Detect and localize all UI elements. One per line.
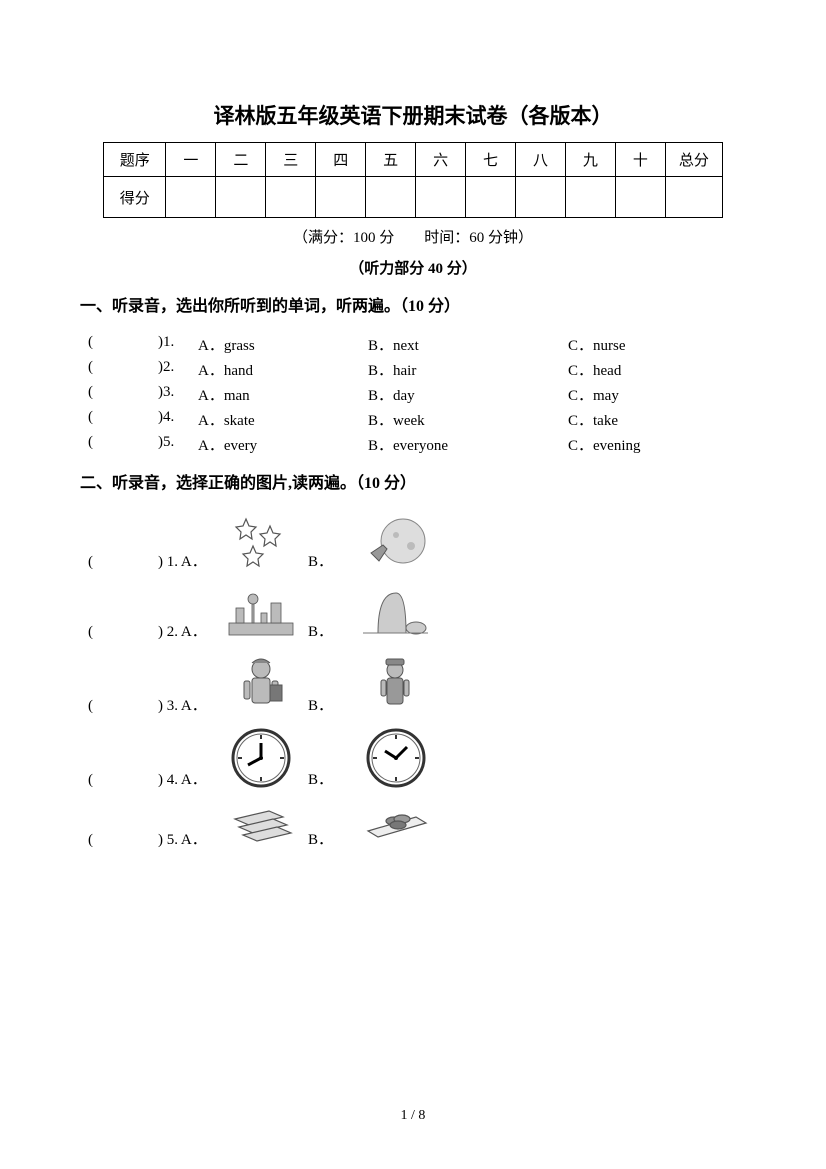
picture-question-row: ( ) 4. A． B． — [88, 727, 746, 789]
choice-a: A．hand — [198, 359, 368, 380]
choice-b: B．hair — [368, 359, 568, 380]
firewood-board-icon — [348, 801, 443, 849]
choice-b-label: B． — [308, 768, 348, 789]
choice-a-label: ) 4. A． — [158, 768, 213, 789]
building-dome-icon — [348, 583, 443, 641]
score-cell — [466, 177, 516, 218]
col-header: 一 — [166, 143, 216, 177]
listening-section-header: （听力部分 40 分） — [80, 257, 746, 278]
question-number: )5. — [158, 434, 198, 455]
table-row: 得分 — [104, 177, 723, 218]
moon-rocket-icon — [348, 513, 443, 571]
choice-a-label: ) 3. A． — [158, 694, 213, 715]
choice-a: A．man — [198, 384, 368, 405]
score-cell — [615, 177, 665, 218]
choice-c: C．may — [568, 384, 746, 405]
answer-bracket: ( — [88, 409, 158, 430]
notebooks-icon — [213, 801, 308, 849]
section-1-heading: 一、听录音，选出你所听到的单词，听两遍。（10 分） — [80, 292, 746, 316]
table-row: 题序 一 二 三 四 五 六 七 八 九 十 总分 — [104, 143, 723, 177]
choice-c: C．take — [568, 409, 746, 430]
choice-c: C．nurse — [568, 334, 746, 355]
col-header: 四 — [316, 143, 366, 177]
total-header: 总分 — [665, 143, 722, 177]
question-number: )4. — [158, 409, 198, 430]
question-number: )1. — [158, 334, 198, 355]
choice-c: C．evening — [568, 434, 746, 455]
section-2-heading: 二、听录音，选择正确的图片,读两遍。（10 分） — [80, 469, 746, 493]
choice-c: C．head — [568, 359, 746, 380]
picture-question-row: ( ) 2. A． B． — [88, 583, 746, 641]
score-cell — [665, 177, 722, 218]
score-cell — [565, 177, 615, 218]
question-row: ( )1. A．grass B．next C．nurse — [88, 334, 746, 355]
question-row: ( )5. A．every B．everyone C．evening — [88, 434, 746, 455]
exam-info-line: （满分：100 分 时间：60 分钟） — [80, 226, 746, 247]
score-cell — [516, 177, 566, 218]
col-header: 九 — [565, 143, 615, 177]
police-officer-icon — [348, 653, 443, 715]
score-table: 题序 一 二 三 四 五 六 七 八 九 十 总分 得分 — [103, 142, 723, 218]
mechanic-icon — [213, 653, 308, 715]
score-cell — [366, 177, 416, 218]
city-skyline-icon — [213, 583, 308, 641]
choice-b-label: B． — [308, 550, 348, 571]
picture-question-row: ( ) 1. A． B． — [88, 511, 746, 571]
score-cell — [166, 177, 216, 218]
answer-bracket: ( — [88, 698, 158, 715]
row-header-cell: 得分 — [104, 177, 166, 218]
col-header: 十 — [615, 143, 665, 177]
page-number: 1 / 8 — [0, 1108, 826, 1124]
score-cell — [216, 177, 266, 218]
answer-bracket: ( — [88, 554, 158, 571]
col-header: 八 — [516, 143, 566, 177]
question-number: )2. — [158, 359, 198, 380]
question-row: ( )4. A．skate B．week C．take — [88, 409, 746, 430]
choice-b-label: B． — [308, 620, 348, 641]
choice-b-label: B． — [308, 694, 348, 715]
choice-a-label: ) 2. A． — [158, 620, 213, 641]
score-cell — [416, 177, 466, 218]
col-header: 七 — [466, 143, 516, 177]
answer-bracket: ( — [88, 624, 158, 641]
answer-bracket: ( — [88, 832, 158, 849]
col-header: 二 — [216, 143, 266, 177]
score-cell — [266, 177, 316, 218]
answer-bracket: ( — [88, 434, 158, 455]
section-2-questions: ( ) 1. A． B． — [88, 511, 746, 849]
choice-b: B．day — [368, 384, 568, 405]
answer-bracket: ( — [88, 359, 158, 380]
choice-a-label: ) 5. A． — [158, 828, 213, 849]
question-number: )3. — [158, 384, 198, 405]
question-row: ( )2. A．hand B．hair C．head — [88, 359, 746, 380]
stars-icon — [213, 511, 308, 571]
answer-bracket: ( — [88, 772, 158, 789]
section-1-questions: ( )1. A．grass B．next C．nurse ( )2. A．han… — [88, 334, 746, 455]
col-header: 三 — [266, 143, 316, 177]
choice-b-label: B． — [308, 828, 348, 849]
answer-bracket: ( — [88, 334, 158, 355]
choice-a: A．grass — [198, 334, 368, 355]
choice-b: B．everyone — [368, 434, 568, 455]
picture-question-row: ( ) 5. A． B． — [88, 801, 746, 849]
answer-bracket: ( — [88, 384, 158, 405]
choice-b: B．week — [368, 409, 568, 430]
page-title: 译林版五年级英语下册期末试卷（各版本） — [80, 100, 746, 130]
picture-question-row: ( ) 3. A． B． — [88, 653, 746, 715]
score-cell — [316, 177, 366, 218]
choice-b: B．next — [368, 334, 568, 355]
clock-face-1-icon — [213, 727, 308, 789]
choice-a: A．skate — [198, 409, 368, 430]
row-header-cell: 题序 — [104, 143, 166, 177]
choice-a: A．every — [198, 434, 368, 455]
col-header: 六 — [416, 143, 466, 177]
question-row: ( )3. A．man B．day C．may — [88, 384, 746, 405]
exam-page: 译林版五年级英语下册期末试卷（各版本） 题序 一 二 三 四 五 六 七 八 九… — [0, 0, 826, 1169]
choice-a-label: ) 1. A． — [158, 550, 213, 571]
col-header: 五 — [366, 143, 416, 177]
clock-face-2-icon — [348, 727, 443, 789]
